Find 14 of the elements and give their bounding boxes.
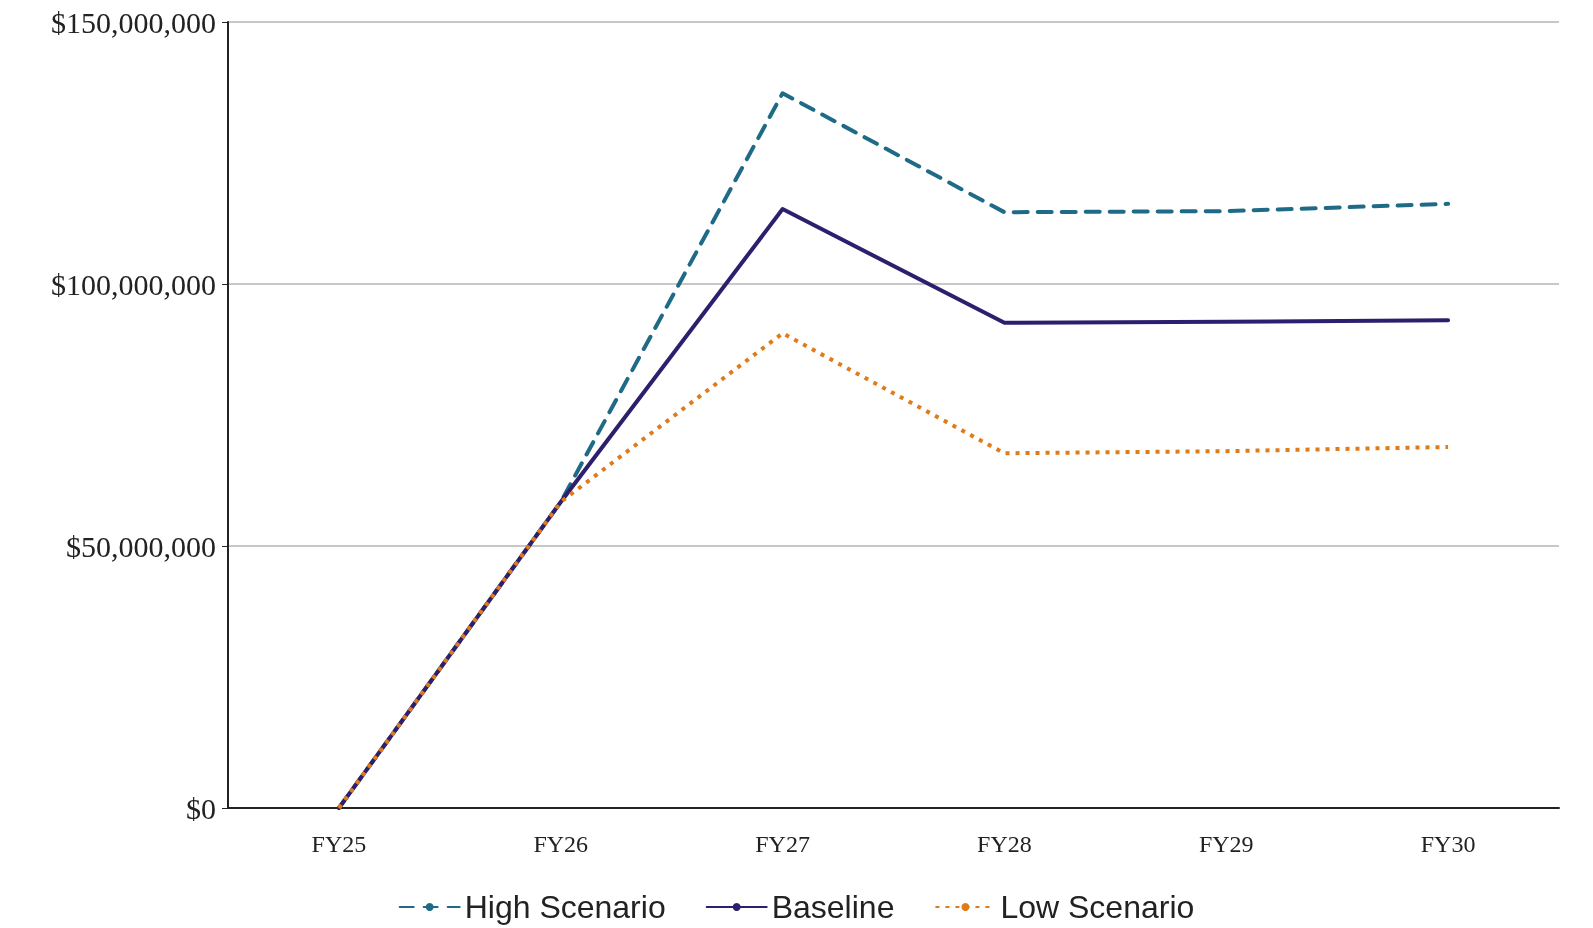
- y-tick-label: $0: [186, 791, 216, 825]
- y-tick-label: $50,000,000: [66, 529, 216, 563]
- x-tick-label: FY30: [1420, 831, 1476, 857]
- x-tick-label: FY26: [533, 831, 589, 857]
- y-tick-label: $150,000,000: [51, 5, 216, 39]
- x-tick-label: FY25: [311, 831, 367, 857]
- legend-label: High Scenario: [464, 889, 666, 925]
- legend-label: Low Scenario: [1000, 889, 1195, 925]
- x-tick-label: FY28: [977, 831, 1032, 857]
- x-tick-label: FY29: [1198, 831, 1254, 857]
- legend-label: Baseline: [771, 889, 895, 925]
- y-tick-label: $100,000,000: [51, 267, 216, 301]
- line-series: [336, 331, 1451, 810]
- x-tick-label: FY27: [755, 831, 810, 857]
